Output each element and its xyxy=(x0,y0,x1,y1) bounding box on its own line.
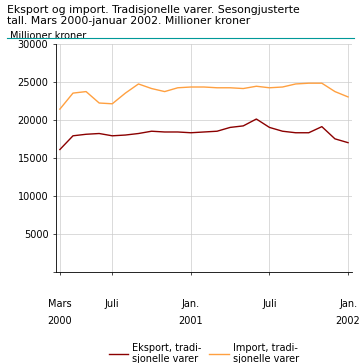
Eksport, tradi-
sjonelle varer xyxy=(333,136,337,141)
Import, tradi-
sjonelle varer xyxy=(189,85,193,89)
Import, tradi-
sjonelle varer xyxy=(293,82,298,86)
Text: Eksport og import. Tradisjonelle varer. Sesongjusterte: Eksport og import. Tradisjonelle varer. … xyxy=(7,5,300,16)
Import, tradi-
sjonelle varer xyxy=(241,86,245,91)
Eksport, tradi-
sjonelle varer xyxy=(149,129,154,134)
Import, tradi-
sjonelle varer xyxy=(110,102,114,106)
Eksport, tradi-
sjonelle varer xyxy=(320,125,324,129)
Eksport, tradi-
sjonelle varer xyxy=(58,147,62,152)
Eksport, tradi-
sjonelle varer xyxy=(306,131,311,135)
Text: Jan.: Jan. xyxy=(182,299,200,309)
Eksport, tradi-
sjonelle varer xyxy=(71,134,75,138)
Text: Juli: Juli xyxy=(105,299,119,309)
Eksport, tradi-
sjonelle varer xyxy=(97,131,101,136)
Eksport, tradi-
sjonelle varer xyxy=(162,130,167,134)
Import, tradi-
sjonelle varer xyxy=(136,82,141,86)
Eksport, tradi-
sjonelle varer xyxy=(123,133,127,137)
Legend: Eksport, tradi-
sjonelle varer, Import, tradi-
sjonelle varer: Eksport, tradi- sjonelle varer, Import, … xyxy=(105,339,303,363)
Text: Millioner kroner: Millioner kroner xyxy=(10,31,86,41)
Line: Eksport, tradi-
sjonelle varer: Eksport, tradi- sjonelle varer xyxy=(60,119,348,150)
Eksport, tradi-
sjonelle varer xyxy=(254,117,258,121)
Eksport, tradi-
sjonelle varer xyxy=(293,131,298,135)
Eksport, tradi-
sjonelle varer xyxy=(346,140,350,145)
Eksport, tradi-
sjonelle varer xyxy=(280,129,285,134)
Eksport, tradi-
sjonelle varer xyxy=(110,134,114,138)
Eksport, tradi-
sjonelle varer xyxy=(241,124,245,128)
Text: tall. Mars 2000-januar 2002. Millioner kroner: tall. Mars 2000-januar 2002. Millioner k… xyxy=(7,16,251,26)
Text: Mars: Mars xyxy=(48,299,72,309)
Import, tradi-
sjonelle varer xyxy=(254,84,258,89)
Text: Juli: Juli xyxy=(262,299,277,309)
Eksport, tradi-
sjonelle varer xyxy=(228,125,232,130)
Text: 2001: 2001 xyxy=(179,317,203,326)
Line: Import, tradi-
sjonelle varer: Import, tradi- sjonelle varer xyxy=(60,83,348,109)
Import, tradi-
sjonelle varer xyxy=(280,85,285,89)
Import, tradi-
sjonelle varer xyxy=(162,89,167,94)
Import, tradi-
sjonelle varer xyxy=(123,91,127,95)
Import, tradi-
sjonelle varer xyxy=(58,107,62,111)
Import, tradi-
sjonelle varer xyxy=(346,95,350,99)
Import, tradi-
sjonelle varer xyxy=(71,91,75,95)
Eksport, tradi-
sjonelle varer xyxy=(215,129,219,134)
Import, tradi-
sjonelle varer xyxy=(267,86,271,90)
Import, tradi-
sjonelle varer xyxy=(215,86,219,90)
Eksport, tradi-
sjonelle varer xyxy=(136,131,141,136)
Import, tradi-
sjonelle varer xyxy=(202,85,206,89)
Eksport, tradi-
sjonelle varer xyxy=(84,132,88,136)
Text: 2002: 2002 xyxy=(336,317,360,326)
Eksport, tradi-
sjonelle varer xyxy=(267,125,271,130)
Import, tradi-
sjonelle varer xyxy=(149,86,154,91)
Import, tradi-
sjonelle varer xyxy=(306,81,311,85)
Import, tradi-
sjonelle varer xyxy=(320,81,324,85)
Import, tradi-
sjonelle varer xyxy=(175,86,180,90)
Eksport, tradi-
sjonelle varer xyxy=(189,131,193,135)
Import, tradi-
sjonelle varer xyxy=(228,86,232,90)
Import, tradi-
sjonelle varer xyxy=(84,89,88,94)
Import, tradi-
sjonelle varer xyxy=(97,101,101,105)
Import, tradi-
sjonelle varer xyxy=(333,89,337,94)
Text: Jan.: Jan. xyxy=(339,299,357,309)
Eksport, tradi-
sjonelle varer xyxy=(202,130,206,134)
Eksport, tradi-
sjonelle varer xyxy=(175,130,180,134)
Text: 2000: 2000 xyxy=(48,317,72,326)
